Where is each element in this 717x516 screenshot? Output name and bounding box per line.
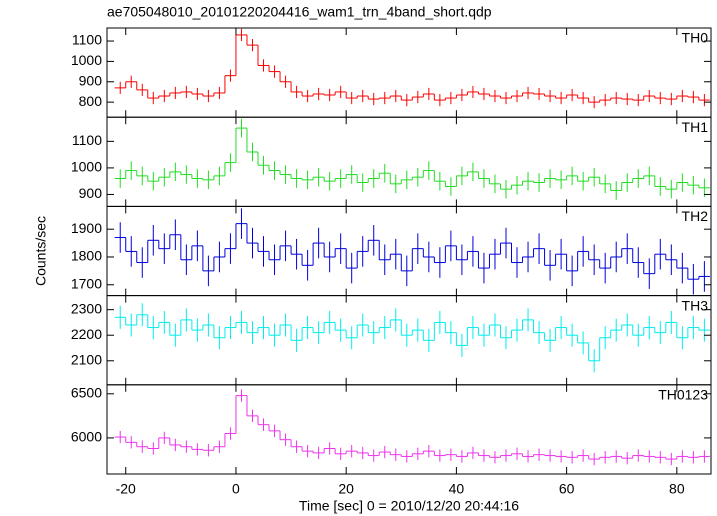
panel-label: TH0 <box>682 30 709 46</box>
x-tick-label: -20 <box>116 481 136 497</box>
panel-label: TH2 <box>682 208 709 224</box>
y-axis-label: Counts/sec <box>33 216 49 286</box>
y-tick-label: 1000 <box>71 159 102 175</box>
panel-frame <box>106 27 712 118</box>
y-tick-label: 1000 <box>71 52 102 68</box>
x-tick-label: 80 <box>669 481 685 497</box>
y-tick-label: 2300 <box>71 300 102 316</box>
y-tick-label: 1900 <box>71 220 102 236</box>
x-tick-label: 40 <box>449 481 465 497</box>
y-tick-label: 900 <box>79 185 103 201</box>
chart-title: ae705048010_20101220204416_wam1_trn_4ban… <box>107 4 492 20</box>
panel-label: TH0123 <box>658 387 708 403</box>
y-tick-label: 2100 <box>71 351 102 367</box>
y-tick-label: 1100 <box>72 132 102 148</box>
x-tick-label: 0 <box>232 481 240 497</box>
panel-label: TH1 <box>682 119 709 135</box>
panel-frame <box>106 116 712 207</box>
y-tick-label: 6500 <box>71 385 102 401</box>
y-tick-label: 1100 <box>72 32 102 48</box>
y-tick-label: 2200 <box>71 326 102 342</box>
y-tick-label: 6000 <box>71 429 102 445</box>
y-tick-label: 800 <box>79 93 103 109</box>
y-tick-label: 900 <box>79 72 103 88</box>
x-axis-label: Time [sec] 0 = 2010/12/20 20:44:16 <box>299 498 519 514</box>
panel-label: TH3 <box>682 297 709 313</box>
x-tick-label: 60 <box>559 481 575 497</box>
y-tick-label: 1800 <box>71 248 102 264</box>
panel-frame <box>106 384 712 475</box>
y-tick-label: 1700 <box>71 275 102 291</box>
x-tick-label: 20 <box>338 481 354 497</box>
